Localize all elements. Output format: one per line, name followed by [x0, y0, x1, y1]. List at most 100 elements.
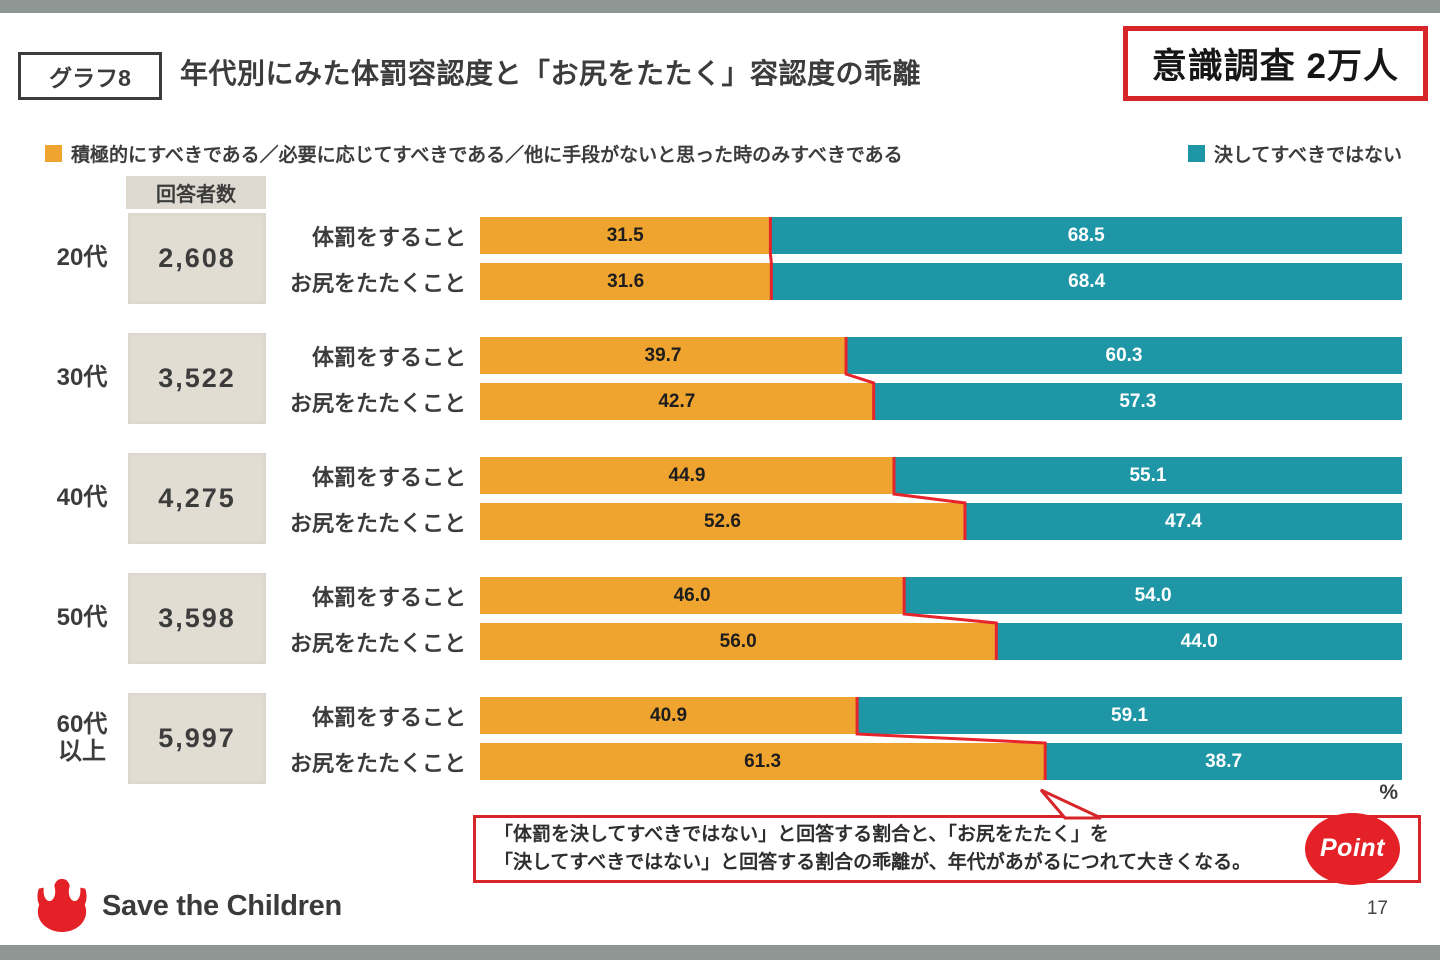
age-group-row: 40代 4,275 体罰をすること 44.9 55.1 お尻をたたくこと 52.…	[0, 453, 1440, 544]
save-the-children-logo-icon	[37, 878, 87, 933]
top-border-strip	[0, 0, 1440, 13]
bar-segment-never: 54.0	[904, 577, 1402, 614]
respondent-count: 3,598	[128, 573, 266, 664]
bar-track: 42.7 57.3	[480, 383, 1402, 420]
bar-value-never: 57.3	[1119, 390, 1157, 412]
legend-swatch-never-icon	[1187, 145, 1205, 162]
bar-track: 61.3 38.7	[480, 743, 1402, 780]
bar-segment-acceptable: 52.6	[480, 503, 965, 540]
chart-groups: 20代 2,608 体罰をすること 31.5 68.5 お尻をたたくこと 31.…	[0, 213, 1440, 817]
bar-row-label: お尻をたたくこと	[289, 630, 466, 656]
bar-segment-never: 38.7	[1045, 743, 1402, 780]
respondent-count: 5,997	[128, 693, 266, 784]
bar-row-label: 体罰をすること	[311, 704, 466, 730]
bar-track: 52.6 47.4	[480, 503, 1402, 540]
bar-row-label: お尻をたたくこと	[289, 510, 466, 536]
bar-value-acceptable: 42.7	[658, 390, 696, 412]
bar-value-never: 38.7	[1205, 750, 1243, 772]
bar-row: 体罰をすること 44.9 55.1	[276, 457, 1402, 494]
page-number: 17	[1366, 898, 1388, 919]
bottom-border-strip	[0, 945, 1440, 960]
bar-row: お尻をたたくこと 52.6 47.4	[276, 503, 1402, 540]
graph-number-tag: グラフ8	[18, 52, 162, 100]
bar-track: 56.0 44.0	[480, 623, 1402, 660]
age-group-label: 40代	[56, 484, 108, 512]
bar-track: 40.9 59.1	[480, 697, 1402, 734]
chart-title: 年代別にみた体罰容認度と「お尻をたたく」容認度の乖離	[180, 58, 922, 89]
bar-segment-never: 55.1	[893, 457, 1402, 494]
bar-segment-never: 47.4	[964, 503, 1402, 540]
respondent-count: 2,608	[128, 213, 266, 304]
bar-row: お尻をたたくこと 61.3 38.7	[276, 743, 1402, 780]
survey-size-badge: 意識調査 2万人	[1122, 26, 1428, 101]
bar-segment-never: 68.5	[770, 217, 1402, 254]
legend: 積極的にすべきである／必要に応じてすべきである／他に手段がないと思った時のみすべ…	[45, 140, 1402, 167]
bar-row-label: お尻をたたくこと	[289, 390, 466, 416]
bar-value-acceptable: 40.9	[650, 704, 688, 726]
bar-segment-never: 60.3	[846, 337, 1402, 374]
bar-segment-acceptable: 31.5	[480, 217, 771, 254]
age-group-row: 50代 3,598 体罰をすること 46.0 54.0 お尻をたたくこと 56.…	[0, 573, 1440, 664]
bar-value-never: 68.5	[1067, 224, 1105, 246]
age-group-row: 30代 3,522 体罰をすること 39.7 60.3 お尻をたたくこと 42.…	[0, 333, 1440, 424]
legend-label-acceptable: 積極的にすべきである／必要に応じてすべきである／他に手段がないと思った時のみすべ…	[71, 145, 903, 166]
logo-text: Save the Children	[102, 890, 342, 922]
bar-value-acceptable: 46.0	[673, 584, 711, 606]
bar-row-label: 体罰をすること	[311, 464, 466, 490]
bar-segment-acceptable: 46.0	[480, 577, 905, 614]
bar-row-label: 体罰をすること	[311, 584, 466, 610]
respondent-count: 3,522	[128, 333, 266, 424]
bar-value-acceptable: 44.9	[668, 464, 706, 486]
bar-rows: 体罰をすること 31.5 68.5 お尻をたたくこと 31.6 68.4	[276, 217, 1402, 300]
speech-bubble-tail-icon	[1039, 788, 1102, 820]
bar-value-acceptable: 56.0	[719, 630, 757, 652]
point-text-line1: 「体罰を決してすべきではない」と回答する割合と、「お尻をたたく」を	[494, 823, 1109, 845]
bar-row: 体罰をすること 31.5 68.5	[276, 217, 1402, 254]
bar-track: 39.7 60.3	[480, 337, 1402, 374]
bar-segment-acceptable: 39.7	[480, 337, 847, 374]
legend-swatch-acceptable-icon	[45, 145, 62, 162]
legend-item-never: 決してすべきではない	[1187, 140, 1402, 167]
bar-value-never: 47.4	[1164, 510, 1202, 532]
age-group-label: 60代 以上	[56, 710, 108, 765]
age-group-label: 20代	[56, 244, 108, 272]
bar-row-label: 体罰をすること	[311, 344, 466, 370]
bar-row-label: お尻をたたくこと	[289, 750, 466, 776]
age-group-row: 60代 以上 5,997 体罰をすること 40.9 59.1 お尻をたたくこと …	[0, 693, 1440, 784]
point-text-line2: 「決してすべきではない」と回答する割合の乖離が、年代があがるにつれて大きくなる。	[494, 852, 1252, 873]
legend-item-acceptable: 積極的にすべきである／必要に応じてすべきである／他に手段がないと思った時のみすべ…	[45, 140, 903, 167]
bar-value-never: 59.1	[1111, 704, 1149, 726]
bar-value-acceptable: 39.7	[644, 344, 682, 366]
bar-row-label: お尻をたたくこと	[289, 270, 466, 296]
bar-row-label: 体罰をすること	[311, 224, 466, 250]
percent-axis-label: %	[1379, 781, 1398, 804]
legend-label-never: 決してすべきではない	[1213, 145, 1402, 166]
bar-segment-acceptable: 56.0	[480, 623, 997, 660]
bar-row: 体罰をすること 46.0 54.0	[276, 577, 1402, 614]
bar-segment-acceptable: 61.3	[480, 743, 1046, 780]
bar-track: 46.0 54.0	[480, 577, 1402, 614]
bar-value-never: 68.4	[1068, 270, 1106, 292]
bar-value-never: 54.0	[1134, 584, 1172, 606]
respondents-column-header: 回答者数	[126, 176, 266, 209]
bar-rows: 体罰をすること 46.0 54.0 お尻をたたくこと 56.0 44.0	[276, 577, 1402, 660]
bar-row: お尻をたたくこと 56.0 44.0	[276, 623, 1402, 660]
bar-value-never: 44.0	[1180, 630, 1218, 652]
bar-rows: 体罰をすること 40.9 59.1 お尻をたたくこと 61.3 38.7	[276, 697, 1402, 780]
bar-row: 体罰をすること 40.9 59.1	[276, 697, 1402, 734]
bar-segment-never: 57.3	[873, 383, 1402, 420]
bar-segment-acceptable: 31.6	[480, 263, 772, 300]
age-group-label: 50代	[56, 604, 108, 632]
bar-row: お尻をたたくこと 42.7 57.3	[276, 383, 1402, 420]
bar-segment-never: 68.4	[771, 263, 1402, 300]
bar-value-acceptable: 52.6	[703, 510, 741, 532]
bar-track: 31.5 68.5	[480, 217, 1402, 254]
bar-segment-never: 44.0	[996, 623, 1402, 660]
bar-track: 31.6 68.4	[480, 263, 1402, 300]
bar-segment-acceptable: 40.9	[480, 697, 858, 734]
bar-segment-acceptable: 44.9	[480, 457, 894, 494]
bar-segment-acceptable: 42.7	[480, 383, 874, 420]
bar-row: お尻をたたくこと 31.6 68.4	[276, 263, 1402, 300]
bar-value-never: 60.3	[1105, 344, 1143, 366]
